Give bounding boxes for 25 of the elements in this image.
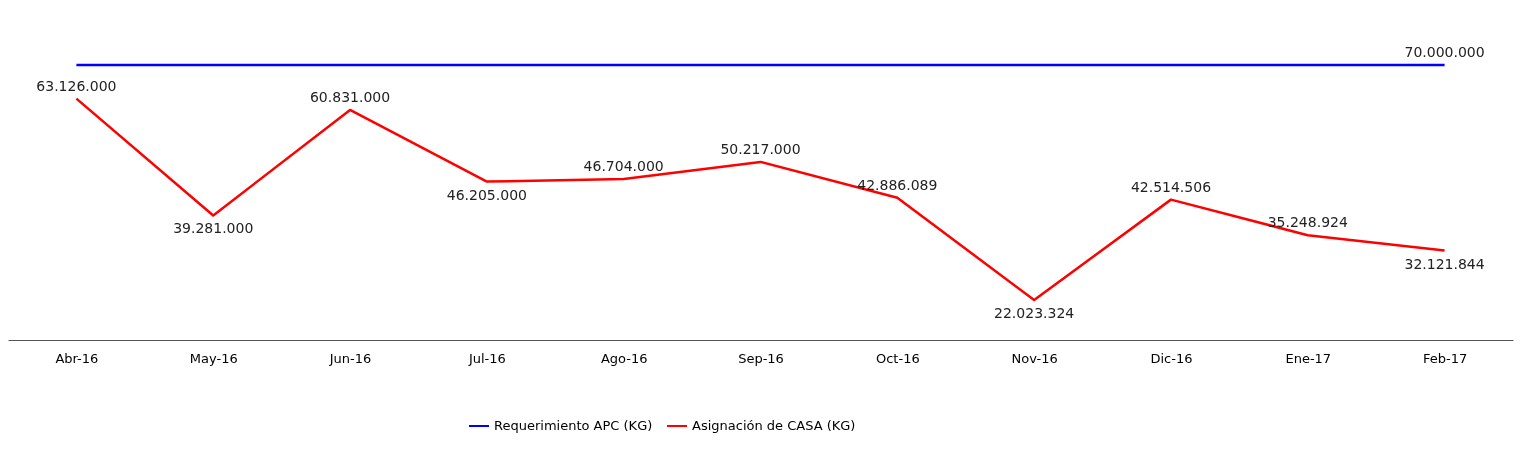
x-tick-label: Jul-16: [467, 350, 506, 366]
x-tick-label: Feb-17: [1422, 350, 1468, 366]
data-label: 63.126.000: [36, 77, 117, 94]
x-tick-label: Dic-16: [1150, 350, 1193, 366]
x-tick-label: Nov-16: [1011, 350, 1058, 366]
data-label: 22.023.324: [994, 305, 1075, 321]
data-label: 39.281.000: [173, 220, 254, 237]
data-label: 35.248.924: [1267, 214, 1348, 231]
x-tick-label: Oct-16: [875, 350, 920, 366]
data-label: 70.000.000: [1404, 44, 1485, 60]
data-label: 42.886.089: [857, 176, 938, 193]
data-label: 46.704.000: [583, 158, 664, 175]
legend-label: Asignación de CASA (KG): [692, 418, 856, 433]
legend-label: Requerimiento APC (KG): [494, 418, 653, 433]
x-tick-label: Sep-16: [738, 350, 784, 366]
data-label: 60.831.000: [309, 88, 391, 105]
x-tick-label: Abr-16: [55, 350, 99, 366]
x-tick-label: Ene-17: [1285, 350, 1332, 366]
x-tick-label: Jun-16: [328, 350, 372, 366]
data-label: 42.514.506: [1130, 178, 1212, 195]
data-label: 46.205.000: [446, 186, 527, 203]
x-tick-label: Ago-16: [600, 350, 648, 366]
data-label: 32.121.844: [1404, 255, 1485, 272]
x-tick-label: May-16: [189, 350, 238, 366]
data-label: 50.217.000: [720, 140, 801, 157]
